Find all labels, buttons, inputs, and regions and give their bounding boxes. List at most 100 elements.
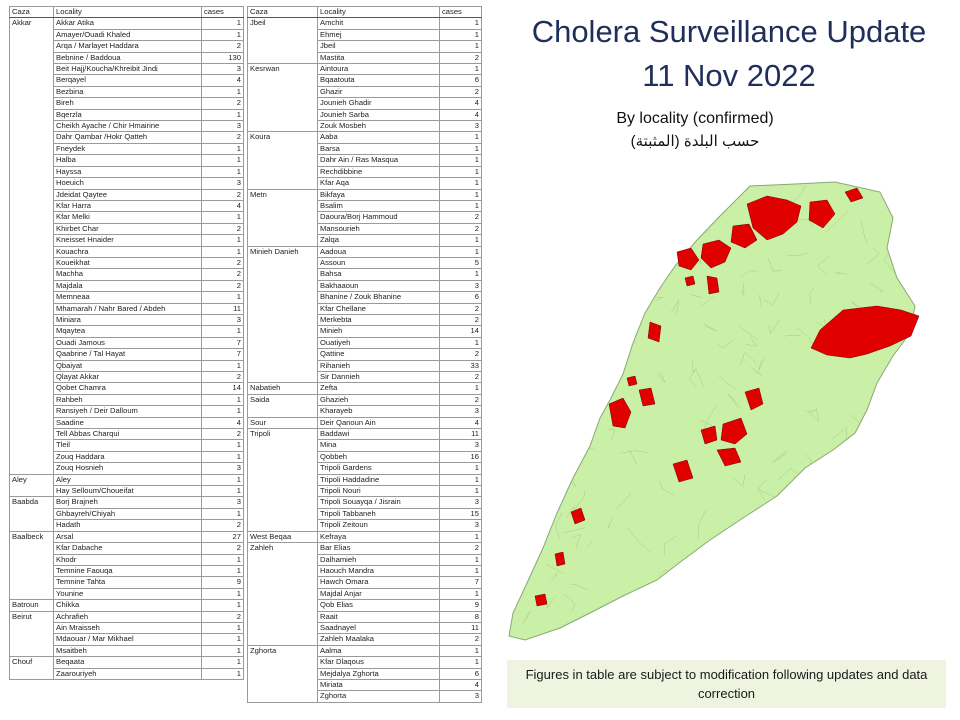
boundary-line	[543, 451, 562, 456]
affected-bekaa-2	[716, 447, 742, 467]
boundary-line	[822, 513, 839, 529]
cases-cell: 9	[439, 599, 482, 612]
locality-cell: Bqaatouta	[317, 74, 440, 87]
table-row: Hawch Omara 7	[248, 576, 482, 589]
locality-cell: Tripoli Souayqa / Jisrain	[317, 496, 440, 509]
table-row: Barsa 1	[248, 142, 482, 156]
table-row: Baabda Borj Brajneh 3	[9, 496, 244, 532]
table-row: Khodr 1	[10, 553, 244, 566]
locality-cell: Arqa / Marlayet Haddara	[53, 40, 202, 53]
locality-cell: Miniara	[53, 313, 202, 327]
cases-cell: 4	[439, 97, 482, 110]
boundary-line	[783, 495, 797, 509]
locality-cell: Majdal Anjar	[317, 587, 440, 601]
locality-cell: Zouk Mosbeh	[317, 120, 440, 133]
locality-cell: Tleil	[53, 439, 202, 452]
locality-cell: Tripoli Gardens	[317, 462, 440, 475]
locality-cell: Tripoli Nouri	[317, 485, 440, 498]
caza-cell: Chouf	[9, 656, 54, 680]
affected-coast-small-2	[684, 275, 696, 287]
table-row: Arqa / Marlayet Haddara 2	[10, 40, 244, 53]
locality-cell: Koueikhat	[53, 256, 202, 270]
locality-cell: Bsalim	[317, 199, 440, 213]
caza-cell: Minieh Danieh	[247, 245, 318, 384]
table-row: Sour Deir Qanoun Ain 4	[247, 416, 482, 430]
boundary-line	[521, 523, 529, 544]
table-row: Qobet Chamra 14	[10, 382, 244, 395]
boundary-line	[701, 296, 714, 307]
boundary-line	[757, 479, 768, 500]
locality-cell: Tripoli Zeitoun	[317, 519, 440, 532]
cases-cell: 1	[439, 587, 482, 601]
table-row: Metn Bikfaya 1	[247, 188, 482, 247]
cases-cell: 2	[201, 519, 244, 532]
locality-cell: Dahr Qambar /Hokr Qatteh	[53, 131, 202, 144]
locality-cell: Tripoli Haddadine	[317, 473, 440, 487]
boundary-line	[586, 540, 593, 548]
locality-cell: Ghbayreh/Chiyah	[53, 507, 202, 521]
boundary-line	[869, 492, 881, 502]
table-row: Temnine Faouqa 1	[10, 564, 244, 578]
boundary-line	[675, 565, 698, 581]
locality-cell: Majdala	[53, 279, 202, 293]
boundary-line	[522, 611, 531, 625]
affected-nabatieh	[554, 551, 566, 567]
locality-cell: Haouch Mandra	[317, 564, 440, 578]
boundary-line	[807, 594, 812, 607]
locality-cell: Aalma	[317, 644, 440, 658]
locality-cell: Ain Mraisseh	[53, 621, 202, 635]
boundary-line	[891, 529, 906, 542]
cases-cell: 3	[439, 439, 482, 452]
boundary-line	[706, 550, 720, 576]
boundary-line	[556, 329, 571, 346]
locality-cell: Minieh	[317, 325, 440, 338]
locality-cell: Tell Abbas Charqui	[53, 428, 202, 441]
table-row: Hay Selloum/Choueifat 1	[10, 485, 244, 498]
cases-cell: 7	[439, 576, 482, 589]
cases-cell: 1	[201, 17, 244, 30]
locality-cell: Bikfaya	[317, 188, 440, 201]
boundary-line	[696, 603, 711, 627]
locality-cell: Mejdalya Zghorta	[317, 667, 440, 680]
cases-cell: 2	[439, 313, 482, 327]
boundary-line	[555, 512, 563, 540]
boundary-line	[656, 371, 666, 383]
caza-cell: Aley	[9, 473, 54, 498]
cases-cell: 4	[201, 74, 244, 87]
boundary-line	[695, 369, 704, 388]
locality-cell: Memneaa	[53, 291, 202, 304]
boundary-line	[717, 339, 734, 349]
table-row: Mejdalya Zghorta 6	[248, 667, 482, 680]
affected-metn-1	[638, 387, 656, 407]
boundary-line	[574, 337, 578, 354]
cases-cell: 2	[201, 542, 244, 555]
cases-cell: 1	[201, 211, 244, 224]
cases-cell: 1	[201, 621, 244, 635]
boundary-line	[616, 493, 631, 509]
cases-cell: 1	[201, 587, 244, 601]
locality-cell: Bezbina	[53, 85, 202, 99]
locality-cell: Mina	[317, 439, 440, 452]
cases-cell: 16	[439, 450, 482, 464]
boundary-line	[663, 535, 677, 555]
table-row: Kfar Dlaqous 1	[248, 656, 482, 669]
locality-cell: Baddawi	[317, 428, 440, 441]
boundary-line	[550, 336, 568, 347]
boundary-line	[523, 380, 528, 408]
cases-cell: 1	[439, 63, 482, 76]
locality-cell: Aley	[53, 473, 202, 487]
boundary-line	[866, 415, 890, 421]
locality-cell: Deir Qanoun Ain	[317, 416, 440, 430]
locality-cell: Rihanieh	[317, 359, 440, 373]
cases-cell: 3	[201, 313, 244, 327]
locality-cell: Jdeidat Qaytee	[53, 188, 202, 201]
cases-cell: 6	[439, 667, 482, 680]
locality-cell: Beit Hajj/Koucha/Khreibit Jindi	[53, 63, 202, 76]
boundary-line	[741, 283, 745, 296]
cases-cell: 1	[439, 142, 482, 156]
boundary-line	[543, 356, 549, 372]
boundary-line	[610, 299, 622, 326]
boundary-line	[526, 288, 553, 294]
table-row: Koura Aaba 1	[247, 131, 482, 190]
affected-localities	[534, 187, 920, 607]
